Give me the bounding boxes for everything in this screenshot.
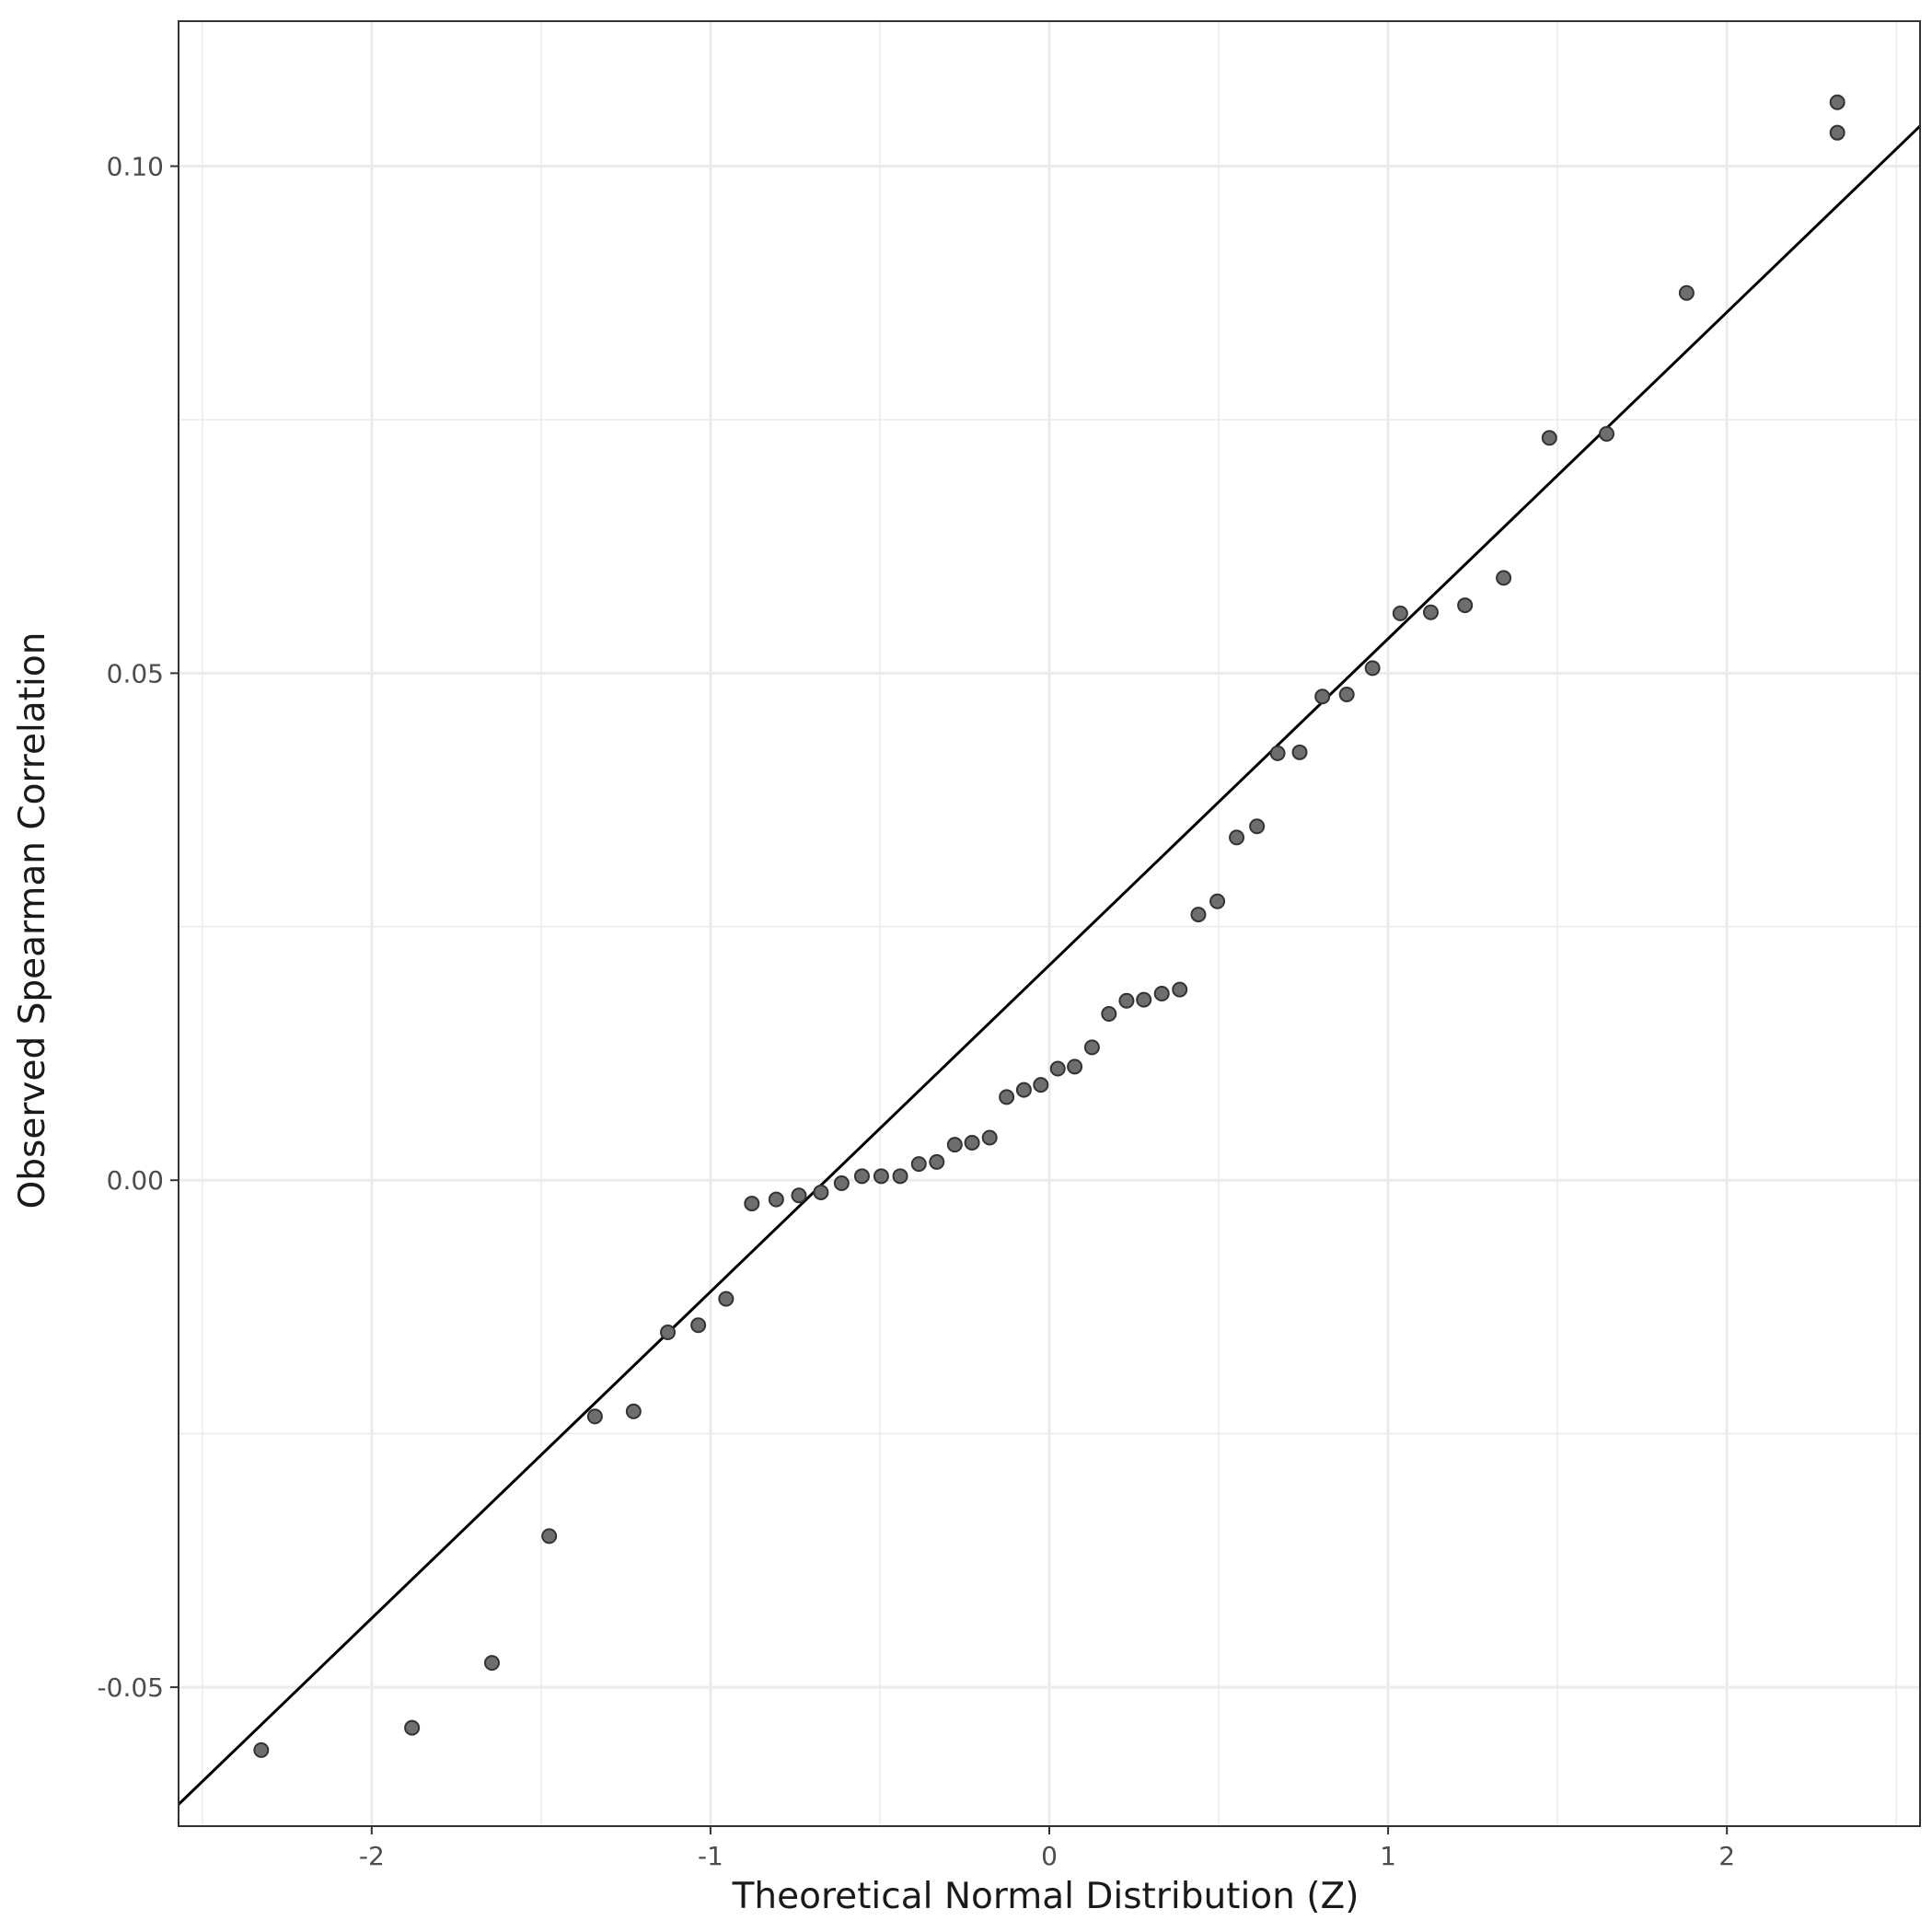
data-point [1678, 284, 1695, 301]
data-point [1422, 604, 1439, 620]
data-point [873, 1168, 889, 1185]
data-point [1172, 981, 1188, 998]
data-point [1153, 986, 1170, 1002]
x-axis-title: Theoretical Normal Distribution (Z) [732, 1876, 1359, 1917]
x-tick-label: -1 [698, 1841, 723, 1871]
y-axis-title: Observed Spearman Correlation [12, 632, 53, 1209]
data-point [813, 1184, 829, 1200]
data-point [1496, 570, 1512, 586]
x-axis-ticks: -2 -1 0 1 2 [359, 1826, 1735, 1871]
x-tick-label: 2 [1718, 1841, 1735, 1871]
data-point [1015, 1082, 1032, 1098]
data-point [929, 1153, 945, 1170]
data-point [768, 1191, 784, 1208]
data-point [586, 1408, 603, 1425]
y-tick-label: 0.10 [107, 152, 164, 182]
data-point [1033, 1077, 1049, 1093]
data-point [1291, 744, 1308, 760]
data-point [1209, 893, 1226, 909]
x-tick-label: 0 [1041, 1841, 1058, 1871]
data-point [1083, 1039, 1100, 1056]
y-tick-label: 0.00 [107, 1165, 164, 1196]
data-point [999, 1089, 1015, 1105]
data-point [910, 1156, 927, 1173]
data-point [1136, 991, 1152, 1008]
data-point [1314, 688, 1331, 705]
data-point [1049, 1060, 1066, 1077]
y-tick-label: -0.05 [98, 1672, 164, 1703]
data-point [1101, 1006, 1117, 1023]
data-point [853, 1168, 870, 1185]
y-tick-label: 0.05 [107, 658, 164, 688]
reference-line-group [177, 124, 1922, 1806]
data-point [625, 1403, 642, 1419]
data-point [1541, 430, 1557, 446]
x-tick-label: -2 [359, 1841, 385, 1871]
data-point [1392, 605, 1408, 621]
data-point [744, 1196, 760, 1212]
data-point [483, 1655, 500, 1672]
data-point [964, 1134, 980, 1151]
y-axis-ticks: -0.05 0.00 0.05 0.10 [98, 152, 179, 1703]
data-point [253, 1741, 270, 1758]
data-point [1599, 425, 1615, 442]
reference-line [177, 124, 1922, 1806]
data-point [660, 1324, 677, 1340]
data-point [1118, 992, 1135, 1009]
data-points [253, 94, 1845, 1758]
x-tick-label: 1 [1380, 1841, 1396, 1871]
data-point [1249, 818, 1266, 835]
data-point [1269, 745, 1286, 761]
data-point [892, 1168, 908, 1185]
data-point [791, 1187, 807, 1204]
data-point [690, 1317, 707, 1334]
data-point [1829, 124, 1845, 141]
data-point [541, 1528, 558, 1544]
data-point [1364, 660, 1381, 677]
data-point [1190, 907, 1207, 923]
major-gridlines [179, 21, 1920, 1826]
data-point [1067, 1059, 1083, 1075]
data-point [718, 1290, 735, 1307]
data-point [833, 1175, 850, 1192]
data-point [1338, 687, 1355, 703]
data-point [1829, 94, 1845, 110]
data-point [1229, 829, 1245, 846]
data-point [404, 1719, 421, 1736]
data-point [946, 1137, 963, 1153]
data-point [1457, 597, 1474, 614]
data-point [981, 1129, 998, 1146]
